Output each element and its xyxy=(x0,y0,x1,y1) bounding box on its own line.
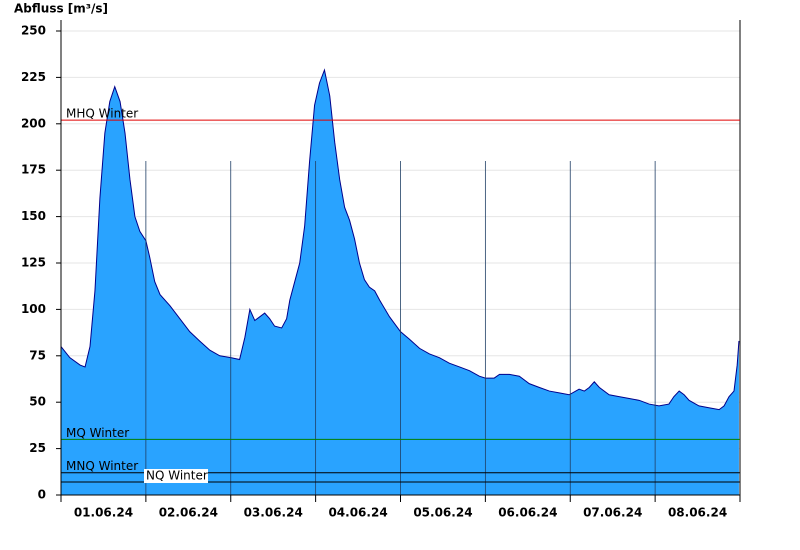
y-tick-label: 250 xyxy=(21,24,46,38)
x-tick-label: 08.06.24 xyxy=(668,506,727,520)
y-tick-label: 0 xyxy=(38,488,46,502)
y-tick-label: 175 xyxy=(21,163,46,177)
y-tick-label: 50 xyxy=(29,395,46,409)
x-tick-label: 02.06.24 xyxy=(159,506,218,520)
reference-label: MQ Winter xyxy=(66,426,129,440)
reference-label: MNQ Winter xyxy=(66,459,138,473)
y-axis-label: Abfluss [m³/s] xyxy=(14,2,108,16)
y-tick-label: 125 xyxy=(21,256,46,270)
area xyxy=(61,69,739,495)
x-tick-label: 03.06.24 xyxy=(244,506,303,520)
y-tick-label: 100 xyxy=(21,302,46,316)
y-tick-label: 150 xyxy=(21,209,46,223)
y-tick-label: 225 xyxy=(21,70,46,84)
reference-label: NQ Winter xyxy=(146,469,208,483)
label-background xyxy=(144,469,208,484)
x-tick-label: 06.06.24 xyxy=(498,506,557,520)
y-tick-label: 200 xyxy=(21,116,46,130)
reference-label: MHQ Winter xyxy=(66,107,138,121)
x-tick-label: 04.06.24 xyxy=(328,506,387,520)
x-tick-label: 01.06.24 xyxy=(74,506,133,520)
y-tick-label: 25 xyxy=(29,441,46,455)
x-tick-label: 05.06.24 xyxy=(413,506,472,520)
x-tick-label: 07.06.24 xyxy=(583,506,642,520)
y-tick-label: 75 xyxy=(29,348,46,362)
line xyxy=(60,68,740,411)
